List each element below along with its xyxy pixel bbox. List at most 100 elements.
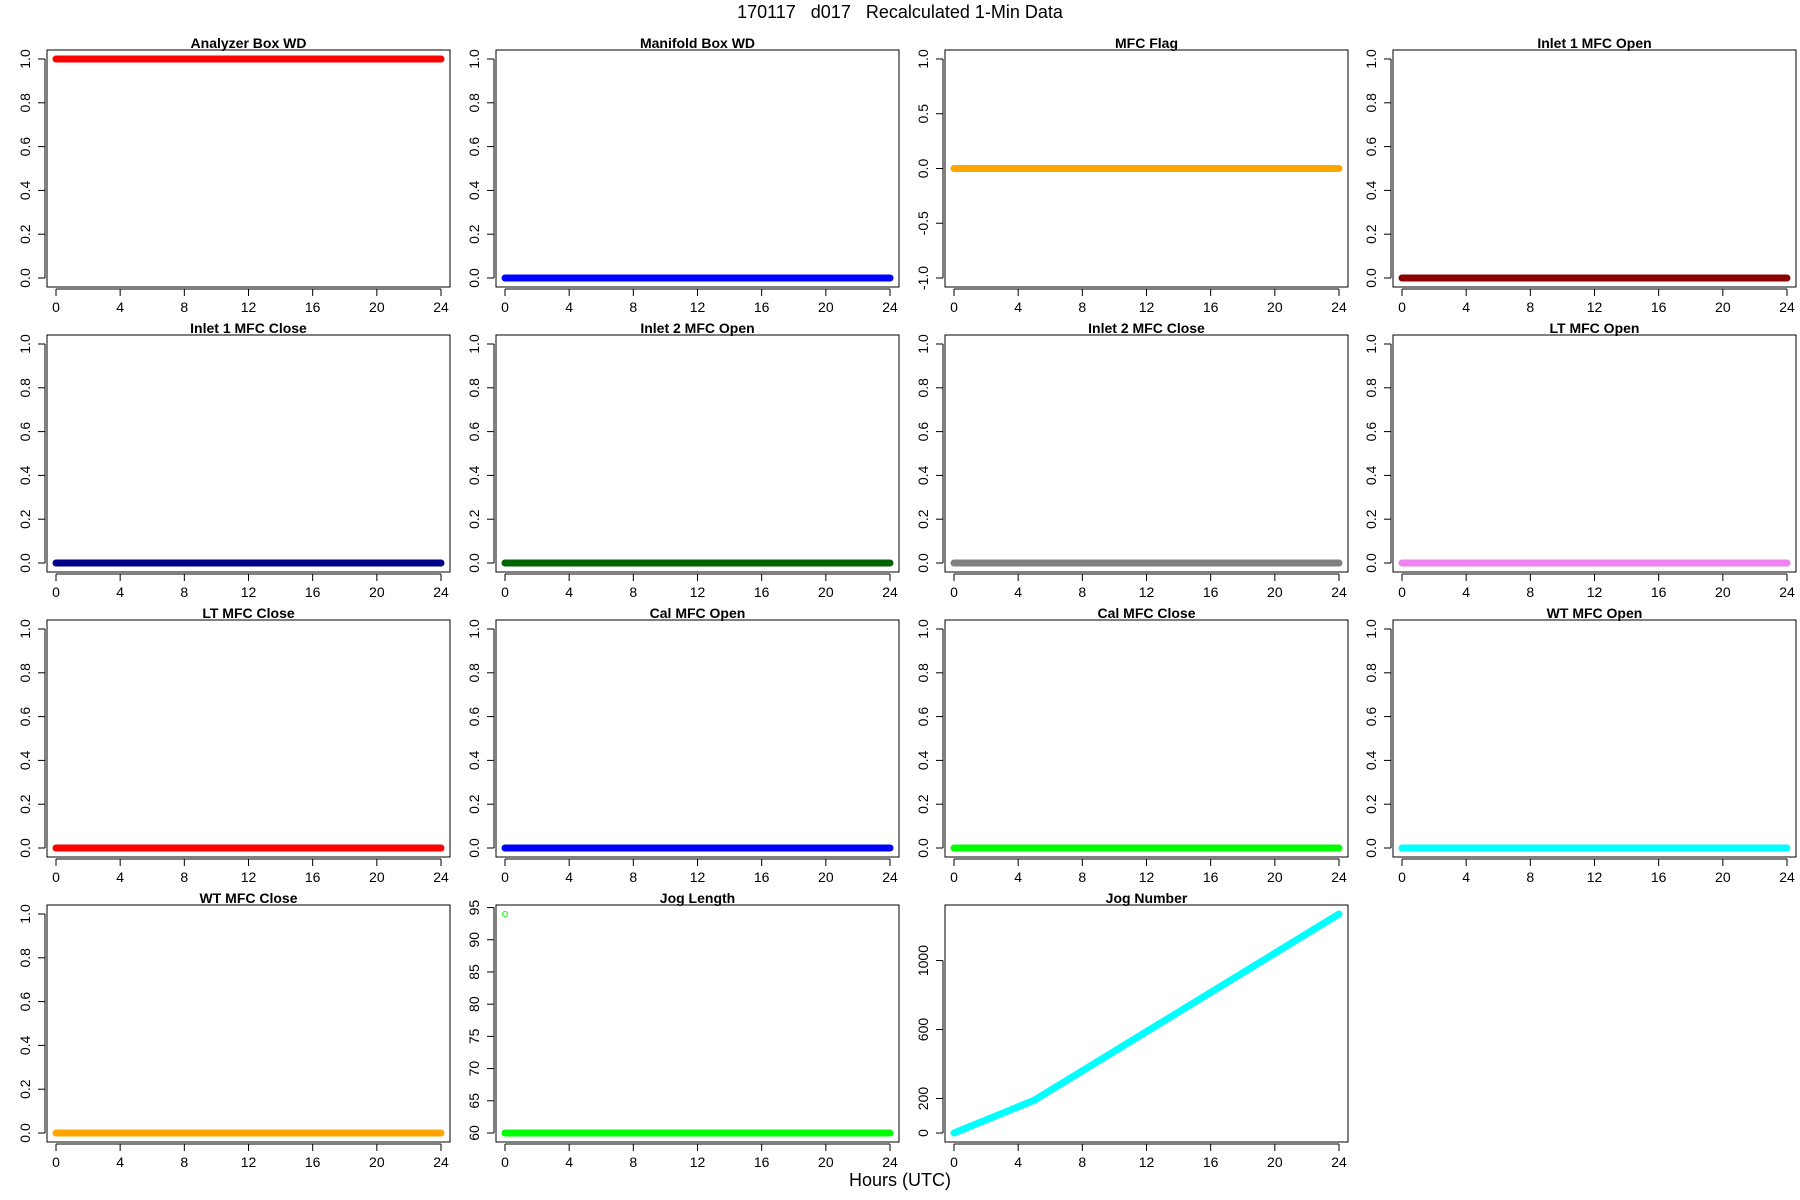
y-tick-label: 0.8 bbox=[466, 378, 482, 398]
panel-title: Inlet 1 MFC Open bbox=[1537, 35, 1651, 51]
y-tick-label: 0.2 bbox=[915, 794, 931, 814]
y-tick-label: 0.6 bbox=[915, 707, 931, 727]
y-tick-label: 1.0 bbox=[1363, 49, 1379, 69]
x-tick-label: 24 bbox=[1779, 299, 1795, 315]
x-tick-label: 20 bbox=[1715, 584, 1731, 600]
x-tick-label: 4 bbox=[565, 869, 573, 885]
x-tick-label: 20 bbox=[1267, 299, 1283, 315]
x-tick-label: 12 bbox=[1139, 299, 1155, 315]
plot-frame bbox=[495, 904, 900, 1143]
panel-7: LT MFC Open 0 4 8 12 16 20 24 0.0 0.2 0.4 0.6 0.8 1.0 bbox=[1363, 320, 1797, 600]
x-tick-label: 20 bbox=[818, 1154, 834, 1170]
panel-title: LT MFC Close bbox=[202, 605, 295, 621]
y-tick-label: 0.4 bbox=[915, 750, 931, 770]
y-tick-label: 0.5 bbox=[915, 104, 931, 124]
x-tick-label: 20 bbox=[1267, 869, 1283, 885]
x-tick-label: 8 bbox=[1526, 299, 1534, 315]
x-tick-label: 20 bbox=[818, 869, 834, 885]
y-tick-label: 1.0 bbox=[915, 619, 931, 639]
plot-frame bbox=[46, 904, 451, 1143]
y-tick-label: 0 bbox=[915, 1129, 931, 1137]
plot-frame bbox=[46, 334, 451, 573]
x-tick-label: 16 bbox=[1203, 299, 1219, 315]
y-tick-label: 1.0 bbox=[466, 49, 482, 69]
y-tick-label: 70 bbox=[466, 1061, 482, 1077]
x-tick-label: 24 bbox=[433, 584, 449, 600]
x-tick-label: 0 bbox=[950, 584, 958, 600]
y-tick-label: 0.2 bbox=[466, 509, 482, 529]
x-tick-label: 4 bbox=[565, 299, 573, 315]
x-tick-label: 0 bbox=[950, 869, 958, 885]
x-tick-label: 24 bbox=[433, 1154, 449, 1170]
y-tick-label: 0.4 bbox=[17, 1035, 33, 1055]
x-tick-label: 0 bbox=[52, 869, 60, 885]
panel-2: MFC Flag 0 4 8 12 16 20 24 -1.0 -0.5 0.0 0.5 1.0 bbox=[915, 35, 1349, 315]
y-tick-label: 0.4 bbox=[1363, 465, 1379, 485]
y-tick-label: 0.0 bbox=[915, 838, 931, 858]
y-tick-label: 0.2 bbox=[1363, 509, 1379, 529]
x-tick-label: 20 bbox=[369, 299, 385, 315]
x-tick-label: 16 bbox=[305, 869, 321, 885]
x-tick-label: 4 bbox=[565, 584, 573, 600]
y-tick-label: 0.6 bbox=[17, 422, 33, 442]
x-tick-label: 24 bbox=[433, 869, 449, 885]
plot-frame bbox=[495, 334, 900, 573]
y-tick-label: 0.6 bbox=[915, 422, 931, 442]
x-tick-label: 0 bbox=[1398, 299, 1406, 315]
x-tick-label: 16 bbox=[1203, 584, 1219, 600]
y-tick-label: 0.6 bbox=[1363, 137, 1379, 157]
panel-0: Analyzer Box WD 0 4 8 12 16 20 24 0.0 0.2 0.4 0.6 0.… bbox=[17, 35, 451, 315]
y-tick-label: 0.0 bbox=[915, 553, 931, 573]
y-tick-label: 95 bbox=[466, 900, 482, 916]
panel-4: Inlet 1 MFC Close 0 4 8 12 16 20 24 0.0 0.2 0.4 0.6… bbox=[17, 320, 451, 600]
y-tick-label: 0.0 bbox=[466, 268, 482, 288]
y-tick-label: 0.4 bbox=[1363, 750, 1379, 770]
x-tick-label: 20 bbox=[369, 584, 385, 600]
panel-title: WT MFC Open bbox=[1547, 605, 1643, 621]
y-tick-label: 0.2 bbox=[17, 509, 33, 529]
y-tick-label: 0.8 bbox=[17, 378, 33, 398]
y-tick-label: 0.6 bbox=[17, 137, 33, 157]
y-tick-label: 1.0 bbox=[1363, 619, 1379, 639]
x-tick-label: 12 bbox=[690, 584, 706, 600]
y-tick-label: 0.6 bbox=[1363, 422, 1379, 442]
y-tick-label: 1000 bbox=[915, 945, 931, 976]
y-tick-label: 0.2 bbox=[17, 1079, 33, 1099]
x-tick-label: 24 bbox=[882, 1154, 898, 1170]
x-tick-label: 24 bbox=[1331, 869, 1347, 885]
y-tick-label: 0.6 bbox=[1363, 707, 1379, 727]
x-tick-label: 12 bbox=[241, 299, 257, 315]
y-tick-label: 1.0 bbox=[466, 619, 482, 639]
y-tick-label: 0.4 bbox=[466, 750, 482, 770]
x-tick-label: 12 bbox=[241, 1154, 257, 1170]
y-tick-label: 0.8 bbox=[1363, 93, 1379, 113]
plot-frame bbox=[46, 49, 451, 288]
y-tick-label: 0.0 bbox=[17, 1123, 33, 1143]
y-tick-label: 1.0 bbox=[17, 49, 33, 69]
x-tick-label: 24 bbox=[882, 584, 898, 600]
y-tick-label: 0.0 bbox=[1363, 553, 1379, 573]
panel-title: Jog Number bbox=[1106, 890, 1188, 906]
x-tick-label: 12 bbox=[1139, 1154, 1155, 1170]
y-tick-label: 0.2 bbox=[17, 794, 33, 814]
y-tick-label: 0.8 bbox=[1363, 378, 1379, 398]
x-tick-label: 8 bbox=[180, 584, 188, 600]
x-tick-label: 12 bbox=[690, 869, 706, 885]
x-tick-label: 20 bbox=[818, 584, 834, 600]
x-tick-label: 12 bbox=[1587, 584, 1603, 600]
panel-8: LT MFC Close 0 4 8 12 16 20 24 0.0 0.2 0.4 0.6 0.8 1.… bbox=[17, 605, 451, 885]
y-tick-label: 0.4 bbox=[17, 180, 33, 200]
y-tick-label: 1.0 bbox=[915, 49, 931, 69]
x-tick-label: 16 bbox=[1651, 584, 1667, 600]
panel-5: Inlet 2 MFC Open 0 4 8 12 16 20 24 0.0 0.2 0.4 0.6 0… bbox=[466, 320, 900, 600]
y-tick-label: 0.2 bbox=[466, 794, 482, 814]
x-tick-label: 8 bbox=[180, 299, 188, 315]
x-tick-label: 0 bbox=[501, 299, 509, 315]
y-tick-label: 0.2 bbox=[466, 224, 482, 244]
y-tick-label: 0.0 bbox=[17, 838, 33, 858]
x-tick-label: 12 bbox=[690, 1154, 706, 1170]
panel-title: Inlet 2 MFC Open bbox=[640, 320, 754, 336]
panel-title: LT MFC Open bbox=[1550, 320, 1640, 336]
panel-title: WT MFC Close bbox=[200, 890, 298, 906]
panel-14: Jog Number 0 4 8 12 16 20 24 0 200 600 1000 bbox=[915, 890, 1349, 1170]
